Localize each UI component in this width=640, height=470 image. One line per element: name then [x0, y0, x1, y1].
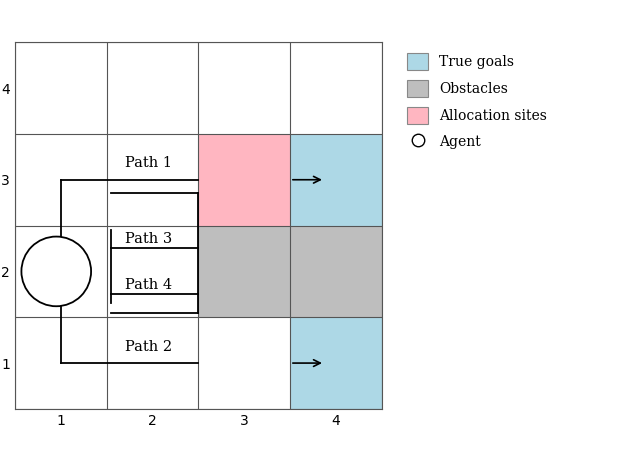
Text: Path 1: Path 1 — [125, 156, 172, 170]
Text: Path 2: Path 2 — [125, 339, 172, 353]
Ellipse shape — [21, 236, 91, 306]
Legend: True goals, Obstacles, Allocation sites, Agent: True goals, Obstacles, Allocation sites,… — [403, 49, 552, 155]
Bar — [198, 134, 290, 226]
Bar — [198, 226, 290, 317]
Bar — [290, 226, 381, 317]
Text: Path 4: Path 4 — [125, 278, 172, 292]
Text: Path 3: Path 3 — [125, 232, 172, 246]
Bar — [290, 134, 381, 226]
Bar — [290, 317, 381, 409]
